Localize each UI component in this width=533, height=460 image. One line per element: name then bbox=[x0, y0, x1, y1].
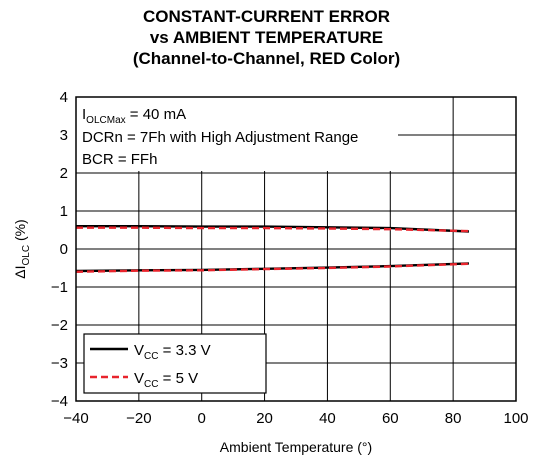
x-tick-label: 80 bbox=[445, 410, 462, 427]
x-axis-label: Ambient Temperature (°) bbox=[220, 439, 372, 455]
legend: VCC = 3.3 V VCC = 5 V bbox=[83, 333, 267, 394]
plot-frame bbox=[75, 96, 517, 402]
y-tick-label: 3 bbox=[60, 127, 68, 144]
y-tick-label: 2 bbox=[60, 165, 68, 182]
annotation-current-subscript: OLCMax bbox=[86, 115, 125, 126]
series-line-1-1 bbox=[75, 262, 469, 273]
y-axis-label-rest: (%) bbox=[12, 219, 28, 245]
y-tick-label: 0 bbox=[60, 241, 68, 258]
y-axis-label-main: ΔI bbox=[12, 265, 28, 278]
x-tick-label: −40 bbox=[63, 410, 88, 427]
annotation-current-symbol: I bbox=[82, 106, 86, 123]
legend-label-vcc-5v-main: V bbox=[134, 370, 144, 387]
annotation-background bbox=[76, 97, 398, 171]
y-tick-label: 4 bbox=[60, 89, 68, 106]
legend-box bbox=[83, 333, 267, 394]
annotation-dcr-setting: DCRn = 7Fh with High Adjustment Range bbox=[82, 129, 358, 146]
legend-label-vcc-5v: VCC = 5 V bbox=[134, 370, 198, 390]
x-tick-label: 100 bbox=[503, 410, 528, 427]
annotation-current-max: IOLCMax = 40 mA bbox=[82, 106, 186, 126]
x-tick-label: 20 bbox=[256, 410, 273, 427]
annotation-current-value: = 40 mA bbox=[126, 106, 186, 123]
legend-label-vcc-3v3-sub: CC bbox=[144, 351, 158, 362]
series-line-1-0 bbox=[76, 226, 469, 233]
y-tick-label: −4 bbox=[51, 393, 68, 410]
chart-title-line2: vs AMBIENT TEMPERATURE bbox=[149, 28, 384, 47]
legend-label-vcc-3v3: VCC = 3.3 V bbox=[134, 342, 211, 362]
legend-label-vcc-5v-sub: CC bbox=[144, 379, 158, 390]
series-group bbox=[75, 224, 469, 273]
y-tick-label: −1 bbox=[51, 279, 68, 296]
y-tick-label: −2 bbox=[51, 317, 68, 334]
chart-title-line3: (Channel-to-Channel, RED Color) bbox=[132, 49, 401, 68]
legend-label-vcc-3v3-main: V bbox=[134, 342, 144, 359]
x-tick-label: 40 bbox=[319, 410, 336, 427]
annotation-block: IOLCMax = 40 mA DCRn = 7Fh with High Adj… bbox=[76, 97, 398, 171]
y-axis-ticks: 4 3 2 1 0 −1 −2 −3 −4 bbox=[51, 89, 68, 410]
annotation-bcr-setting: BCR = FFh bbox=[82, 151, 157, 168]
chart-title-line1: CONSTANT-CURRENT ERROR bbox=[142, 7, 391, 26]
legend-label-vcc-3v3-rest: = 3.3 V bbox=[158, 342, 210, 359]
x-tick-label: 60 bbox=[382, 410, 399, 427]
y-axis-label: ΔIOLC (%) bbox=[12, 219, 32, 278]
x-tick-label: −20 bbox=[126, 410, 151, 427]
x-tick-label: 0 bbox=[198, 410, 206, 427]
y-axis-label-sub: OLC bbox=[21, 245, 32, 266]
y-tick-label: 1 bbox=[60, 203, 68, 220]
legend-label-vcc-5v-rest: = 5 V bbox=[158, 370, 198, 387]
x-axis-ticks: −40 −20 0 20 40 60 80 100 bbox=[63, 410, 528, 427]
y-tick-label: −3 bbox=[51, 355, 68, 372]
chart-title: CONSTANT-CURRENT ERROR vs AMBIENT TEMPER… bbox=[0, 6, 533, 69]
